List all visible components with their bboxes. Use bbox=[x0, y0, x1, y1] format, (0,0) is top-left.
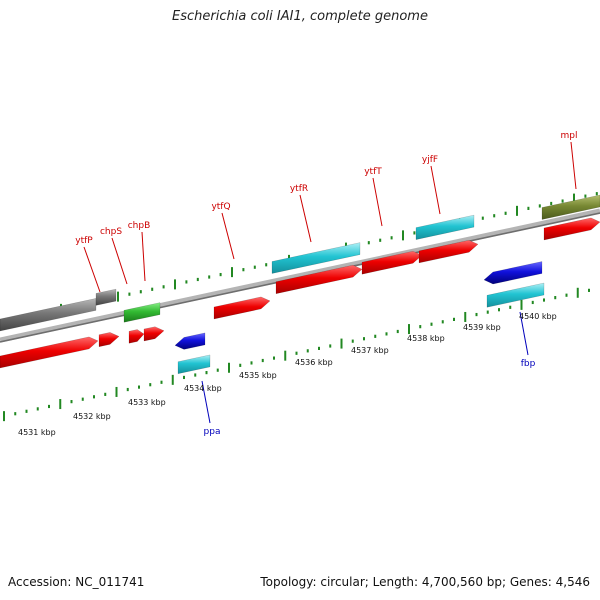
gene-label-mpl: mpl bbox=[561, 131, 578, 141]
gene-feature bbox=[213, 296, 271, 320]
gene-feature bbox=[275, 264, 363, 295]
gene-label-fbp: fbp bbox=[521, 359, 536, 369]
gene-label-ytfT: ytfT bbox=[364, 167, 382, 177]
gene-feature bbox=[541, 194, 600, 220]
label-leader-line bbox=[372, 177, 383, 227]
label-leaders bbox=[83, 141, 577, 424]
kbp-label: 4538 kbp bbox=[407, 334, 445, 343]
gene-labels: ytfP chpS chpB ytfQ ytfR ytfT yjfF mpl ppa fbp bbox=[75, 131, 577, 437]
gene-label-chpS: chpS bbox=[100, 227, 122, 237]
gene-label-ppa: ppa bbox=[204, 427, 221, 437]
gene-label-ytfP: ytfP bbox=[75, 236, 93, 246]
gene-feature bbox=[143, 326, 165, 342]
topology-text: Topology: circular; Length: 4,700,560 bp… bbox=[260, 575, 590, 589]
gene-feature bbox=[0, 336, 99, 369]
kbp-label: 4533 kbp bbox=[128, 398, 166, 407]
label-leader-line bbox=[221, 212, 235, 260]
gene-feature bbox=[415, 214, 475, 240]
kbp-label: 4539 kbp bbox=[463, 323, 501, 332]
gene-label-ytfR: ytfR bbox=[290, 184, 308, 194]
kbp-label: 4536 kbp bbox=[295, 358, 333, 367]
gene-feature bbox=[95, 288, 117, 306]
kbp-label: 4535 kbp bbox=[239, 371, 277, 380]
gene-feature bbox=[361, 250, 423, 275]
label-leader-line bbox=[519, 311, 529, 356]
label-leader-line bbox=[299, 194, 312, 243]
kbp-scale-labels: 4531 kbp 4532 kbp 4533 kbp 4534 kbp 4535 kbp… bbox=[18, 312, 557, 437]
kbp-label: 4531 kbp bbox=[18, 428, 56, 437]
kbp-label: 4532 kbp bbox=[73, 412, 111, 421]
label-leader-line bbox=[141, 231, 146, 282]
gene-label-yjfF: yjfF bbox=[422, 155, 438, 165]
gene-feature bbox=[0, 298, 97, 332]
gene-label-ytfQ: ytfQ bbox=[211, 202, 230, 212]
kbp-label: 4540 kbp bbox=[519, 312, 557, 321]
gene-features bbox=[0, 194, 600, 375]
label-leader-line bbox=[201, 380, 211, 424]
gene-feature bbox=[483, 261, 543, 285]
gene-feature bbox=[486, 282, 545, 308]
label-leader-line bbox=[83, 246, 101, 293]
map-title: Escherichia coli IAI1, complete genome bbox=[172, 9, 428, 24]
gene-feature bbox=[174, 332, 206, 350]
backbone-line bbox=[0, 208, 600, 343]
inner-tick-ring bbox=[3, 287, 590, 422]
gene-feature bbox=[123, 302, 161, 323]
kbp-label: 4537 kbp bbox=[351, 346, 389, 355]
accession-text: Accession: NC_011741 bbox=[8, 575, 145, 589]
kbp-label: 4534 kbp bbox=[184, 384, 222, 393]
label-leader-line bbox=[430, 165, 441, 215]
label-leader-line bbox=[111, 237, 128, 285]
gene-feature bbox=[543, 217, 600, 241]
gene-label-chpB: chpB bbox=[128, 221, 151, 231]
gene-feature bbox=[271, 242, 361, 274]
gene-feature bbox=[418, 239, 479, 264]
label-leader-line bbox=[570, 141, 577, 190]
gene-feature bbox=[177, 354, 211, 375]
gene-feature bbox=[128, 329, 145, 344]
gene-feature bbox=[98, 332, 120, 348]
